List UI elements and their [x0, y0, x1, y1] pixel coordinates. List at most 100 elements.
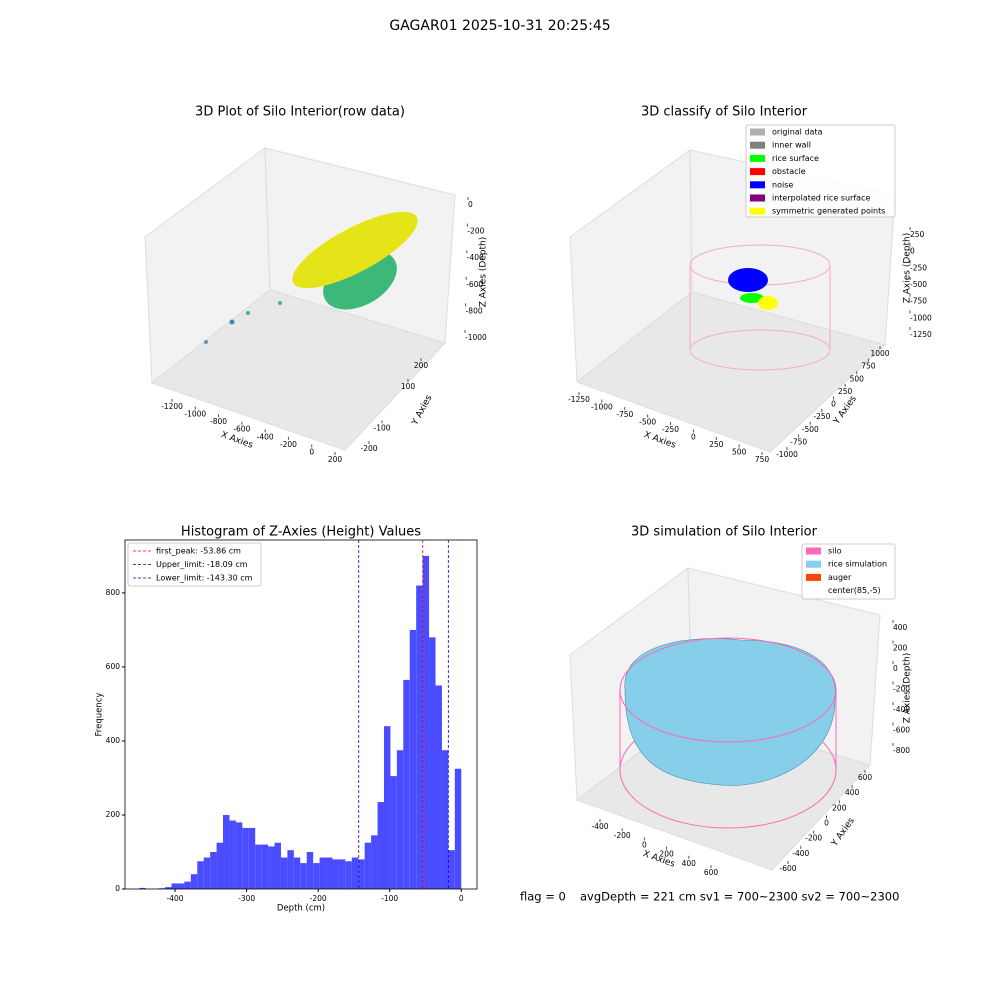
z-tick-label: -200: [467, 227, 484, 236]
x-axis-label: Depth (cm): [277, 904, 325, 914]
bar: [248, 827, 256, 889]
x-tick-label: 600: [704, 868, 719, 877]
x-tick-label: -800: [210, 417, 227, 426]
bar: [171, 883, 178, 889]
z-tick-label: 0: [468, 200, 473, 209]
bar: [216, 842, 224, 889]
z-tick-label: -800: [893, 746, 910, 755]
z-tick-label: -500: [910, 280, 927, 289]
legend-swatch: [806, 587, 821, 595]
legend-swatch: [750, 154, 765, 162]
bar: [383, 726, 391, 889]
legend-swatch: [750, 207, 765, 215]
bar: [268, 846, 275, 889]
x-tick-label: 0: [642, 840, 647, 849]
x-tick-label: 200: [328, 455, 343, 464]
x-tick-label: -750: [616, 410, 633, 419]
z-axis-label: Z Axies (Depth): [479, 237, 489, 308]
z-axis-label: Z Axies (Depth): [903, 653, 913, 724]
bar: [242, 827, 249, 889]
bar: [429, 637, 436, 889]
legend-swatch: [750, 128, 765, 136]
x-tick-label: -500: [639, 418, 656, 427]
bar: [390, 776, 397, 889]
pane: [575, 291, 886, 453]
bar: [177, 883, 185, 889]
panel-title: 3D simulation of Silo Interior: [631, 525, 818, 540]
bar: [338, 859, 346, 889]
z-tick-label: -600: [466, 280, 483, 289]
x-tick-label: -400: [257, 432, 274, 441]
bar: [371, 835, 378, 889]
point-cloud: [292, 211, 418, 289]
x-tick-label: -250: [662, 425, 679, 434]
legend-label: noise: [772, 180, 793, 189]
y-tick-label: 400: [845, 788, 860, 797]
y-tick-label: 0: [831, 400, 836, 409]
y-tick-label: -400: [792, 849, 809, 858]
z-tick-label: -800: [466, 306, 483, 315]
bar: [332, 859, 339, 889]
z-tick-label: -200: [893, 685, 910, 694]
bar: [345, 861, 352, 889]
bar: [223, 814, 230, 889]
x-tick-label: 250: [709, 440, 724, 449]
bar: [255, 844, 262, 889]
x-tick-label: 400: [682, 859, 697, 868]
z-tick-label: -1250: [910, 330, 932, 339]
y-tick-label: 200: [832, 803, 847, 812]
bar: [235, 822, 243, 889]
z-axis-label: Z Axies (Depth): [903, 233, 913, 304]
legend-swatch: [750, 168, 765, 176]
panel-title: 3D Plot of Silo Interior(row data): [195, 105, 405, 120]
bar: [229, 820, 236, 889]
y-tick-label: 600: [106, 662, 121, 671]
z-tick-label: 200: [893, 644, 908, 653]
point: [246, 311, 250, 315]
y-tick-label: 800: [106, 588, 121, 597]
x-tick-label: -1000: [184, 410, 206, 419]
y-tick-label: -250: [813, 412, 830, 421]
y-tick-label: 500: [850, 374, 865, 383]
x-tick-label: 750: [755, 455, 770, 464]
y-tick-label: -100: [373, 423, 390, 432]
legend-swatch: [806, 547, 821, 555]
bar: [416, 585, 423, 889]
y-tick-label: 400: [106, 736, 121, 745]
z-tick-label: -400: [467, 253, 484, 262]
legend-label: Upper_limit: -18.09 cm: [156, 560, 248, 569]
y-tick-label: 200: [106, 810, 121, 819]
point: [204, 340, 208, 344]
legend-label: symmetric generated points: [772, 207, 885, 216]
bar: [139, 887, 146, 889]
bar: [396, 750, 404, 889]
y-tick-label: -200: [805, 834, 822, 843]
bar: [454, 768, 462, 889]
bar: [364, 842, 372, 889]
x-tick-label: -200: [310, 894, 327, 903]
bar: [422, 555, 430, 889]
legend-label: original data: [772, 128, 823, 137]
bar: [203, 857, 211, 889]
bar: [313, 863, 320, 889]
y-tick-label: -1000: [776, 450, 798, 459]
y-tick-label: 1000: [870, 349, 889, 358]
y-tick-label: 750: [861, 362, 876, 371]
bar: [197, 861, 204, 889]
z-tick-label: 0: [910, 247, 915, 256]
legend-box: [127, 542, 262, 587]
legend-swatch: [806, 573, 821, 581]
bar: [377, 802, 384, 889]
y-tick-label: 250: [838, 387, 853, 396]
symmetric-cloud: [758, 296, 778, 310]
silo-wire: [619, 637, 837, 743]
y-tick-label: 0: [115, 884, 120, 893]
y-tick-label: 100: [401, 382, 416, 391]
x-tick-label: -400: [591, 822, 608, 831]
x-tick-label: -300: [238, 894, 255, 903]
bar: [319, 857, 327, 889]
x-tick-label: -1200: [161, 402, 183, 411]
legend-label: silo: [828, 547, 842, 556]
legend-swatch: [750, 181, 765, 189]
